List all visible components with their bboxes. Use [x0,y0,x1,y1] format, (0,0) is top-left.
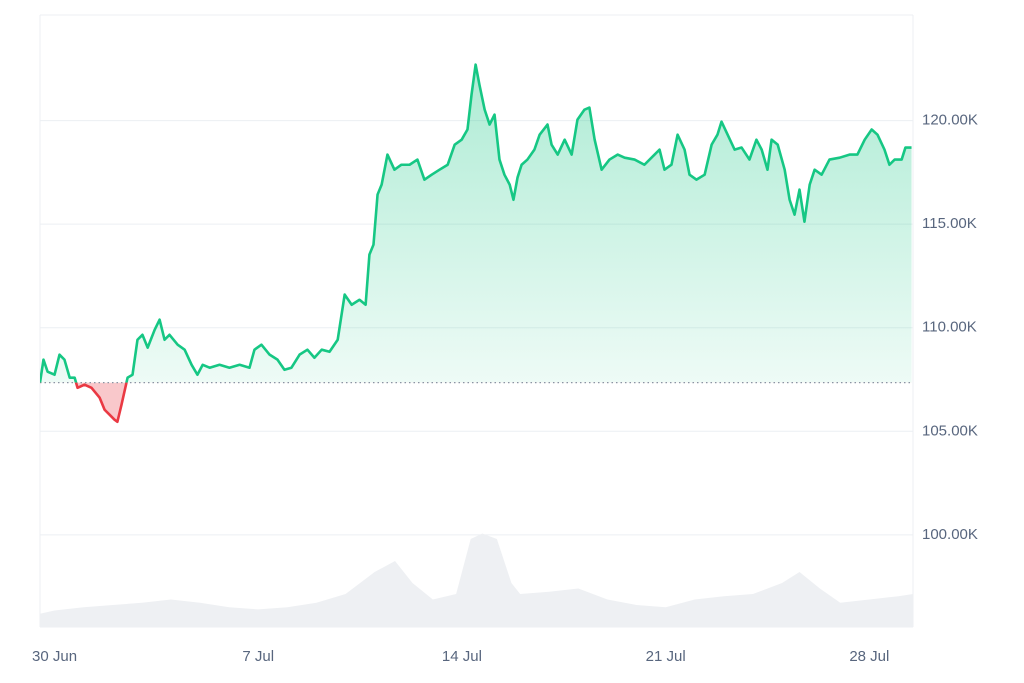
volume-area [40,533,913,627]
area-up [40,64,912,383]
x-tick-label: 21 Jul [646,648,686,665]
y-tick-label: 110.00K [922,319,977,336]
y-tick-label: 115.00K [922,215,977,232]
y-tick-label: 100.00K [922,526,978,543]
area-down [76,382,127,422]
x-tick-label: 28 Jul [849,648,889,665]
price-line-up [40,63,912,383]
y-tick-label: 105.00K [922,422,978,439]
x-tick-label: 7 Jul [242,648,274,665]
y-tick-label: 120.00K [922,112,978,129]
x-tick-label: 14 Jul [442,648,482,665]
x-tick-label: 30 Jun [32,648,77,665]
